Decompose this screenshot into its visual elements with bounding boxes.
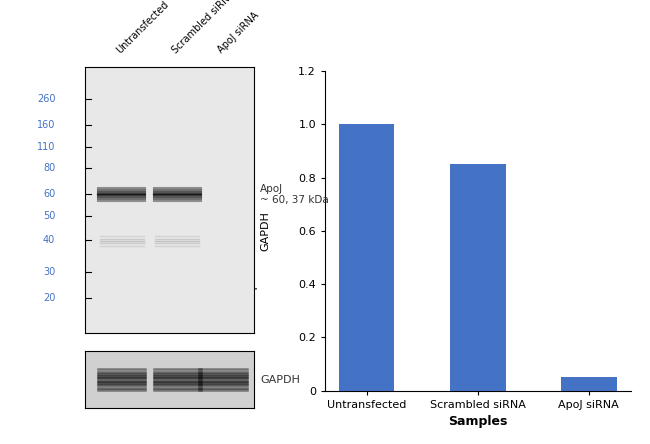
X-axis label: Samples: Samples <box>448 415 508 428</box>
Text: 60: 60 <box>43 190 55 199</box>
Text: 260: 260 <box>37 94 55 103</box>
Text: 20: 20 <box>43 293 55 303</box>
Text: 40: 40 <box>43 235 55 245</box>
Text: 50: 50 <box>43 211 55 221</box>
Text: Untransfected: Untransfected <box>114 0 171 56</box>
Text: ApoJ siRNA: ApoJ siRNA <box>216 11 261 56</box>
Text: GAPDH: GAPDH <box>260 375 300 385</box>
Text: 30: 30 <box>43 267 55 277</box>
Text: ApoJ
~ 60, 37 kDa: ApoJ ~ 60, 37 kDa <box>260 184 329 205</box>
Text: Scrambled siRNA: Scrambled siRNA <box>170 0 237 56</box>
Bar <box>450 164 506 391</box>
Text: 110: 110 <box>37 142 55 151</box>
Bar <box>339 124 395 391</box>
Y-axis label: Expression  normalized to
GAPDH: Expression normalized to GAPDH <box>248 159 270 303</box>
Text: 80: 80 <box>43 163 55 173</box>
Text: 160: 160 <box>37 120 55 130</box>
Bar <box>561 377 617 391</box>
